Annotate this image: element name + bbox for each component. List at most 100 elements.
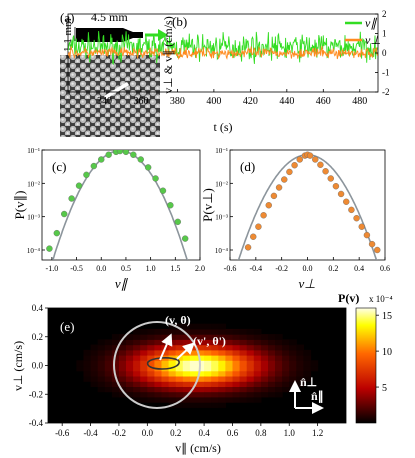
xlabel-e: v∥ (cm/s) [175,441,221,455]
heatmap-cell [133,386,141,393]
heatmap-cell [189,365,198,372]
heatmap-cell [218,349,226,356]
heatmap-cell [225,349,234,356]
heatmap-cell [197,376,205,382]
heatmap-cell [182,391,191,398]
ylabel-d: P(v⊥) [200,188,215,222]
direction-arrow-head [158,29,168,41]
y-tick-label: 10⁻¹ [215,147,228,155]
heatmap-cell [282,344,290,351]
heatmap-cell [204,328,212,335]
heatmap-cell [204,344,212,351]
heatmap-cell [232,391,241,398]
length-label-text: 4.5 mm [91,10,128,24]
heatmap-cell [119,360,127,367]
heatmap-cell [197,386,205,393]
heatmap-cell [154,334,163,340]
data-point [296,156,303,163]
x-tick-label-e: 0.8 [255,428,267,438]
heatmap-cell [253,334,262,340]
heatmap-cell [197,355,205,361]
heatmap-cell [204,323,212,330]
heatmap-cell [133,349,141,356]
heatmap-cell [133,391,141,398]
heatmap-cell [197,402,205,408]
heatmap-cell [104,349,113,356]
heatmap-cell [282,355,290,361]
heatmap-cell [239,370,248,377]
heatmap-cell [268,386,276,393]
heatmap-cell [218,402,226,408]
heatmap-cell [260,386,269,393]
heatmap-cell [204,391,212,398]
data-point [363,231,371,239]
heatmap-cell [76,360,85,367]
data-point [337,190,345,198]
data-point [312,156,319,163]
heatmap-cell [218,360,226,367]
heatmap-cell [260,376,269,382]
x-tick-label-b: 340 [97,96,112,107]
heatmap-cell [175,334,184,340]
heatmap-cell [147,386,155,393]
heatmap-cell [189,323,198,330]
axes-c: -1.0 -0.5 0.0 0.5 1.0 1.5 2.0 10⁻⁴ 10⁻³ 10⁻² 10⁻¹ [27,147,205,273]
heatmap-cell [111,386,120,393]
x-tick-label-e: 1.0 [284,428,296,438]
heatmap-cell [140,396,148,403]
heatmap-cell [182,386,191,393]
heatmap-cell [246,349,255,356]
y-tick-label-b: -1 [382,68,390,78]
heatmap-cell [197,349,205,356]
heatmap-cell [175,376,184,382]
heatmap-cell [204,334,212,340]
data-point [291,161,298,169]
heatmap-cell [296,349,304,356]
plot-c [46,150,189,260]
heatmap-cell [126,376,134,382]
heatmap-cell [218,355,226,361]
heatmap-cell [260,381,269,387]
heatmap-cell [289,365,297,372]
heatmap-cell [83,365,92,372]
heatmap-cell [182,396,191,403]
n-perp-label: n̂⊥ [300,375,317,389]
series-line-v-par [68,31,378,66]
data-point [105,151,112,158]
heatmap-cell [204,402,212,408]
heatmap-cell [126,386,134,393]
heatmap-cell [239,344,248,351]
heatmap-cell [204,365,212,372]
heatmap-cell [268,339,276,346]
heatmap-cell [140,334,148,340]
x-tick-label: 2.0 [195,264,205,273]
heatmap-cell [182,328,191,335]
y-tick-label-e: 0.0 [32,361,44,371]
heatmap-cell [97,349,106,356]
x-tick-label: -0.6 [224,264,237,273]
heatmap-cell [239,339,248,346]
heatmap-cell [310,365,319,372]
heatmap-cell [211,344,219,351]
heatmap-cell [189,328,198,335]
heatmap-cell [154,381,163,387]
heatmap-cell [303,349,312,356]
data-point [353,214,360,222]
heatmap-cell [246,391,255,398]
legend-text-v-perp: v⊥ [365,33,381,47]
x-tick-label: 0.5 [121,264,131,273]
x-tick-label-e: 0.0 [142,428,154,438]
heatmap-cell [225,355,234,361]
heatmap-cell [197,328,205,335]
heatmap-cell [246,334,255,340]
heatmap-cell [225,365,234,372]
heatmap-cell [147,360,155,367]
x-tick-label: 0.0 [303,264,313,273]
x-tick-label-e: 0.2 [170,428,181,438]
heatmap-cell [119,334,127,340]
heatmap-cell [147,365,155,372]
heatmap-cell [189,402,198,408]
heatmap-cell [97,370,106,377]
heatmap-cell [239,349,248,356]
heatmap-cell [211,323,219,330]
